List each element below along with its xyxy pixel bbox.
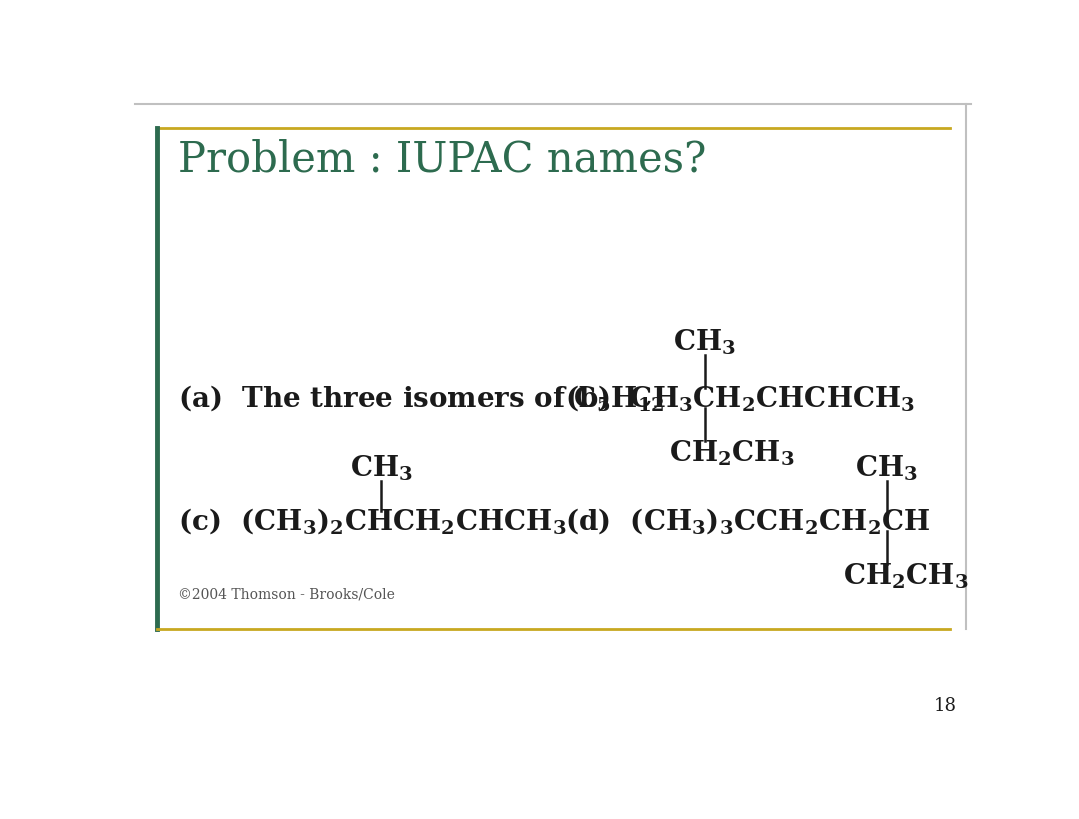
- Text: ©2004 Thomson - Brooks/Cole: ©2004 Thomson - Brooks/Cole: [178, 587, 395, 601]
- Text: $\mathregular{CH_3}$: $\mathregular{CH_3}$: [673, 328, 736, 357]
- Text: 18: 18: [933, 697, 956, 715]
- Text: (c)  $\mathregular{(CH_3)_2CHCH_2CHCH_3}$: (c) $\mathregular{(CH_3)_2CHCH_2CHCH_3}$: [178, 506, 566, 536]
- Text: $\mathregular{CH_2CH_3}$: $\mathregular{CH_2CH_3}$: [669, 438, 794, 468]
- Text: (a)  The three isomers of $\mathregular{C_5H_{12}}$: (a) The three isomers of $\mathregular{C…: [178, 382, 664, 413]
- Text: $\mathregular{CH_3}$: $\mathregular{CH_3}$: [856, 454, 918, 483]
- Text: $\mathregular{CH_2CH_3}$: $\mathregular{CH_2CH_3}$: [843, 562, 969, 591]
- Text: (d)  $\mathregular{(CH_3)_3CCH_2CH_2CH}$: (d) $\mathregular{(CH_3)_3CCH_2CH_2CH}$: [565, 506, 930, 536]
- Text: $\mathregular{CH_3}$: $\mathregular{CH_3}$: [350, 454, 413, 483]
- Text: (b)  $\mathregular{CH_3CH_2CHCHCH_3}$: (b) $\mathregular{CH_3CH_2CHCHCH_3}$: [565, 382, 915, 413]
- Text: Problem : IUPAC names?: Problem : IUPAC names?: [178, 138, 706, 180]
